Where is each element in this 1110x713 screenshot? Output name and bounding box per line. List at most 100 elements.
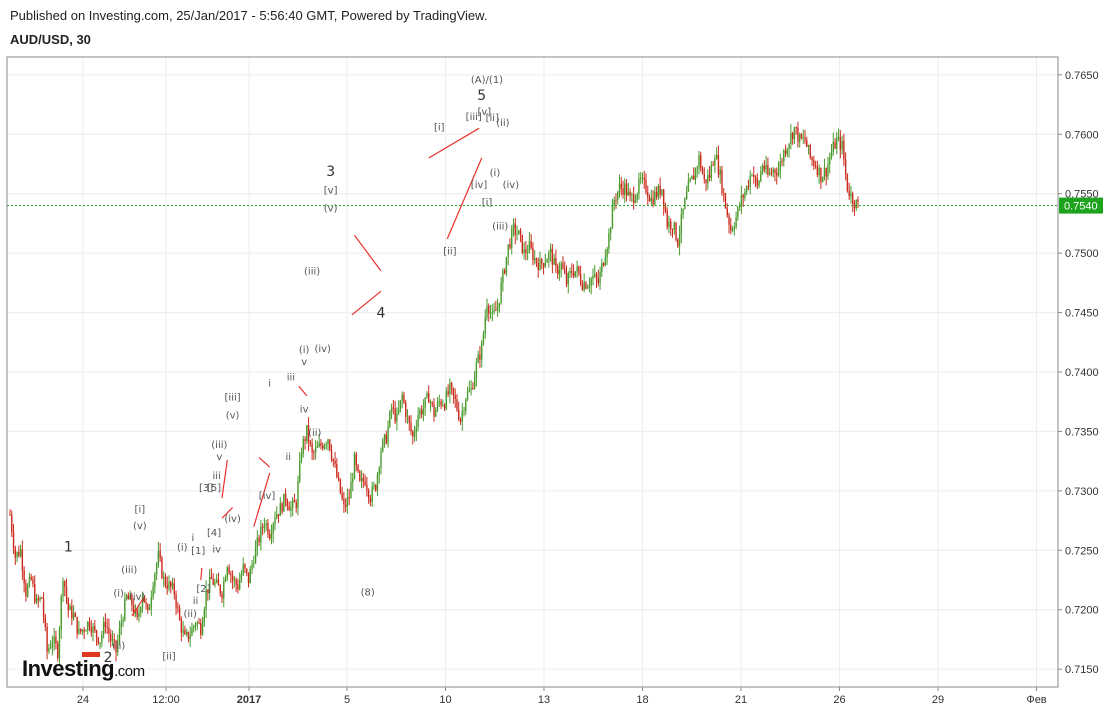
candle-body <box>442 405 444 406</box>
candle-body <box>58 629 61 659</box>
candle-body <box>405 402 407 417</box>
x-tick-label: 13 <box>538 694 550 706</box>
candle-body <box>754 176 757 178</box>
candle-body <box>244 564 246 569</box>
wave-trendline <box>354 234 382 272</box>
candle-body <box>479 354 481 360</box>
candle-body <box>793 127 796 140</box>
candle-body <box>562 263 564 269</box>
candle-body <box>28 577 31 586</box>
candle-body <box>375 485 377 491</box>
candle-body <box>731 229 734 231</box>
candle-body <box>820 167 822 183</box>
wave-label: (i) <box>113 589 124 600</box>
current-price-marker[interactable]: 0.7540 <box>7 197 1103 214</box>
wave-label: ii <box>285 452 291 463</box>
wave-trendline <box>131 595 146 617</box>
candle-body <box>230 573 232 576</box>
candle-body <box>246 568 248 573</box>
wave-label: [iii] <box>225 393 241 404</box>
candle-body <box>286 500 289 507</box>
candle-body <box>449 382 451 395</box>
candle-body <box>129 595 131 600</box>
candle-body <box>765 164 767 170</box>
candle-body <box>194 624 197 627</box>
candle-body <box>83 629 85 632</box>
candle-body <box>392 407 395 409</box>
candle-body <box>263 525 266 528</box>
candle-body <box>60 596 62 630</box>
wave-trendline <box>200 568 203 581</box>
candle-body <box>491 312 493 314</box>
candle-body <box>452 387 455 396</box>
candle-body <box>426 392 428 398</box>
candle-body <box>786 149 789 154</box>
y-axis: 0.76500.76000.75500.75000.74500.74000.73… <box>1058 70 1099 676</box>
candle-body <box>429 402 432 403</box>
candle-body <box>581 283 584 290</box>
candle-body <box>661 189 663 195</box>
candle-body <box>507 244 509 257</box>
wave-label: (iii) <box>211 440 227 451</box>
candle-body <box>641 177 644 179</box>
candle-body <box>320 443 322 446</box>
wave-label: [v] <box>477 107 491 118</box>
wave-label: [2] <box>196 584 210 595</box>
wave-lines <box>131 127 483 617</box>
candle-body <box>348 497 350 499</box>
candle-body <box>343 498 345 505</box>
wave-label: i <box>268 378 271 389</box>
candle-body <box>131 595 133 606</box>
candle-body <box>65 586 68 599</box>
candle-body <box>193 626 195 628</box>
candle-body <box>518 230 520 235</box>
candle-body <box>132 605 135 614</box>
candle-body <box>210 576 213 580</box>
candle-body <box>486 305 488 318</box>
wave-label: (i) <box>299 345 310 356</box>
candle-body <box>818 167 820 175</box>
candle-body <box>843 140 845 160</box>
candle-body <box>583 282 585 290</box>
candle-body <box>832 141 834 152</box>
y-tick-label: 0.7250 <box>1065 545 1099 557</box>
candle-body <box>756 177 758 186</box>
candle-body <box>307 425 310 443</box>
candle-body <box>125 595 128 599</box>
y-tick-label: 0.7600 <box>1065 129 1099 141</box>
candle-body <box>196 622 198 625</box>
candle-body <box>526 252 529 254</box>
candle-body <box>565 273 568 285</box>
candle-body <box>155 564 158 575</box>
candle-body <box>108 627 110 635</box>
wave-label: v <box>301 357 307 368</box>
candle-body <box>180 620 183 633</box>
x-tick-label: Фев <box>1026 694 1046 706</box>
candle-body <box>689 179 691 182</box>
grid <box>7 57 1058 687</box>
candle-body <box>161 557 163 578</box>
candle-body <box>101 634 103 643</box>
wave-label: [ii] <box>486 113 499 124</box>
candle-body <box>846 173 849 192</box>
candle-body <box>67 598 69 611</box>
candle-body <box>443 405 446 409</box>
candle-body <box>187 631 190 640</box>
candle-body <box>470 387 472 390</box>
candle-body <box>806 140 808 147</box>
candle-body <box>394 407 396 422</box>
wave-label: (iii) <box>121 565 137 576</box>
candle-body <box>341 493 343 499</box>
candle-body <box>708 175 711 178</box>
candle-body <box>276 514 278 519</box>
candle-body <box>678 234 681 247</box>
candle-body <box>235 579 237 585</box>
candle-body <box>844 159 847 174</box>
candle-body <box>525 249 527 254</box>
candle-body <box>48 648 50 652</box>
candle-body <box>481 343 483 360</box>
candle-body <box>78 628 80 634</box>
candle-body <box>214 582 216 585</box>
candle-body <box>258 537 260 543</box>
candle-body <box>387 426 389 444</box>
